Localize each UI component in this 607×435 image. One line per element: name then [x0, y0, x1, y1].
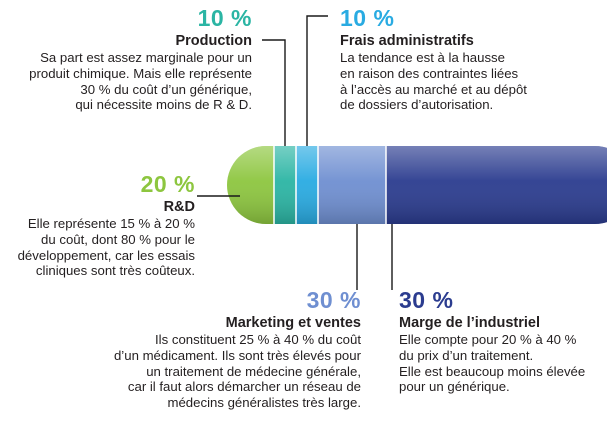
frais-callout: 10 % Frais administratifs La tendance es…: [340, 6, 590, 113]
marketing-text: Ils constituent 25 % à 40 % du coût d’un…: [80, 332, 361, 411]
rd-line: Elle représente 15 % à 20 %: [27, 216, 195, 231]
marge-title: Marge de l’industriel: [399, 315, 540, 331]
marge-line: Elle est beaucoup moins élevée: [399, 363, 586, 379]
rd-text: Elle représente 15 % à 20 % du coût, don…: [10, 216, 195, 279]
frais-line: à l’accès au marché et au dépôt: [340, 81, 527, 97]
rd-line: cliniques sont très coûteux.: [35, 263, 195, 279]
marketing-title: Marketing et ventes: [225, 315, 361, 331]
marketing-line: d’un médicament. Ils sont très élevés po…: [113, 347, 361, 363]
production-line: 30 % du coût d’un générique,: [80, 81, 252, 97]
marge-percent: 30 %: [399, 287, 454, 313]
production-text: Sa part est assez marginale pour un prod…: [10, 50, 252, 113]
marketing-line: car il faut alors démarcher un réseau de: [127, 379, 361, 395]
marketing-callout: 30 % Marketing et ventes Ils constituent…: [80, 288, 361, 411]
marketing-line: un traitement de médecine générale,: [146, 363, 361, 379]
frais-percent: 10 %: [340, 5, 395, 31]
marge-line: du prix d’un traitement.: [399, 347, 534, 363]
frais-title: Frais administratifs: [340, 33, 474, 49]
frais-line: en raison des contraintes liées: [340, 65, 519, 81]
rd-line: du coût, dont 80 % pour le: [41, 231, 195, 247]
rd-percent: 20 %: [140, 171, 195, 197]
marge-callout: 30 % Marge de l’industriel Elle compte p…: [399, 288, 604, 395]
frais-line: de dossiers d’autorisation.: [340, 97, 494, 113]
marketing-line: médecins généralistes très large.: [167, 395, 361, 411]
production-line: Sa part est assez marginale pour un: [40, 50, 252, 65]
marge-line: pour un générique.: [399, 379, 510, 395]
marketing-percent: 30 %: [306, 287, 361, 313]
leader-line-frais: [306, 15, 328, 146]
rd-title: R&D: [163, 199, 195, 215]
production-percent: 10 %: [197, 5, 252, 31]
production-callout: 10 % Production Sa part est assez margin…: [10, 6, 252, 113]
production-line: qui nécessite moins de R & D.: [75, 97, 252, 113]
leader-line-production: [262, 39, 286, 146]
rd-line: développement, car les essais: [17, 247, 195, 263]
marge-text: Elle compte pour 20 % à 40 % du prix d’u…: [399, 332, 604, 395]
production-title: Production: [175, 33, 252, 49]
marge-line: Elle compte pour 20 % à 40 %: [399, 332, 577, 347]
capsule-shine: [227, 146, 607, 224]
production-line: produit chimique. Mais elle représente: [29, 65, 252, 81]
frais-line: La tendance est à la hausse: [340, 50, 505, 65]
rd-callout: 20 % R&D Elle représente 15 % à 20 % du …: [10, 172, 195, 279]
marketing-line: Ils constituent 25 % à 40 % du coût: [155, 332, 361, 347]
frais-text: La tendance est à la hausse en raison de…: [340, 50, 590, 113]
